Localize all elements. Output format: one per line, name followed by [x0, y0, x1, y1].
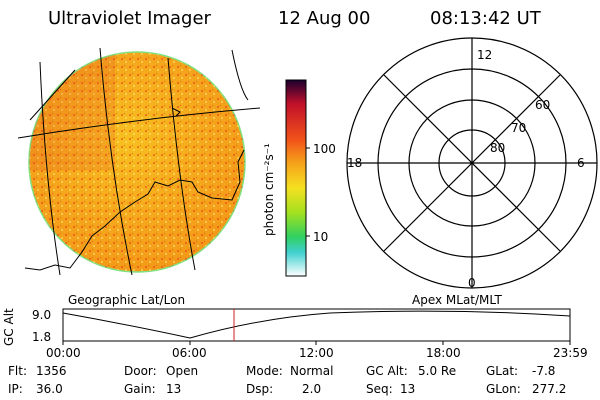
altitude-xtick-0000: 00:00: [46, 346, 81, 360]
seq-label: Seq:: [366, 382, 393, 396]
gain-value: 13: [166, 382, 182, 396]
flt-value: 1356: [36, 364, 67, 378]
seq-value: 13: [400, 382, 416, 396]
polar-label-12: 12: [477, 48, 493, 62]
polar-label-0: 0: [468, 276, 476, 290]
colorbar-tick-100: 100: [313, 142, 336, 156]
gcalt-value: 5.0 Re: [418, 364, 457, 378]
altitude-xtick-2359: 23:59: [553, 346, 588, 360]
gcalt-label: GC Alt:: [366, 364, 408, 378]
polar-label-18: 18: [347, 156, 363, 170]
date-label: 12 Aug 00: [278, 8, 371, 29]
altitude-ytick-9: 9.0: [32, 308, 52, 322]
gain-label: Gain:: [124, 382, 156, 396]
polar-lat-80: 80: [490, 141, 506, 155]
glat-label: GLat:: [486, 364, 519, 378]
polar-lat-70: 70: [511, 121, 527, 135]
altitude-xtick-0600: 06:00: [172, 346, 207, 360]
polar-caption: Apex MLat/MLT: [412, 293, 502, 307]
door-value: Open: [166, 364, 199, 378]
altitude-xtick-1200: 12:00: [299, 346, 334, 360]
mode-label: Mode:: [246, 364, 283, 378]
altitude-xtick-1800: 18:00: [426, 346, 461, 360]
polar-lat-60: 60: [535, 98, 551, 112]
altitude-ytick-1.8: 1.8: [32, 330, 52, 344]
dsp-label: Dsp:: [246, 382, 274, 396]
dsp-value: 2.0: [302, 382, 322, 396]
altitude-ylabel: GC Alt: [2, 308, 16, 346]
instrument-title: Ultraviolet Imager: [48, 8, 211, 29]
image-caption: Geographic Lat/Lon: [68, 293, 186, 307]
glat-value: -7.8: [532, 364, 556, 378]
glon-value: 277.2: [532, 382, 567, 396]
flt-label: Flt:: [8, 364, 27, 378]
colorbar-tick-10: 10: [313, 230, 329, 244]
ip-value: 36.0: [36, 382, 63, 396]
mode-value: Normal: [290, 364, 334, 378]
polar-label-6: 6: [577, 156, 585, 170]
time-label: 08:13:42 UT: [430, 8, 541, 29]
ip-label: IP:: [8, 382, 23, 396]
glon-label: GLon:: [486, 382, 521, 396]
door-label: Door:: [124, 364, 157, 378]
